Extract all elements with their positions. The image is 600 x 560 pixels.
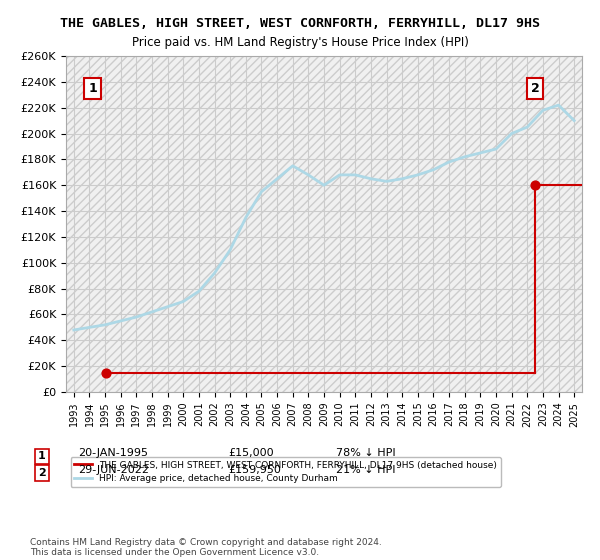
Text: £15,000: £15,000: [228, 449, 274, 459]
Point: [530, 181, 540, 190]
Text: Contains HM Land Registry data © Crown copyright and database right 2024.
This d: Contains HM Land Registry data © Crown c…: [30, 538, 382, 557]
Point: [101, 368, 110, 377]
Text: 2: 2: [38, 468, 46, 478]
Text: £159,950: £159,950: [228, 465, 281, 475]
Text: 78% ↓ HPI: 78% ↓ HPI: [336, 449, 395, 459]
Text: 2: 2: [531, 82, 539, 95]
Text: Price paid vs. HM Land Registry's House Price Index (HPI): Price paid vs. HM Land Registry's House …: [131, 36, 469, 49]
Text: 21% ↓ HPI: 21% ↓ HPI: [336, 465, 395, 475]
Text: 1: 1: [88, 82, 97, 95]
Text: 20-JAN-1995: 20-JAN-1995: [78, 449, 148, 459]
Text: 29-JUN-2022: 29-JUN-2022: [78, 465, 149, 475]
Legend: THE GABLES, HIGH STREET, WEST CORNFORTH, FERRYHILL, DL17 9HS (detached house), H: THE GABLES, HIGH STREET, WEST CORNFORTH,…: [71, 457, 501, 487]
Text: 1: 1: [38, 451, 46, 461]
Text: THE GABLES, HIGH STREET, WEST CORNFORTH, FERRYHILL, DL17 9HS: THE GABLES, HIGH STREET, WEST CORNFORTH,…: [60, 17, 540, 30]
